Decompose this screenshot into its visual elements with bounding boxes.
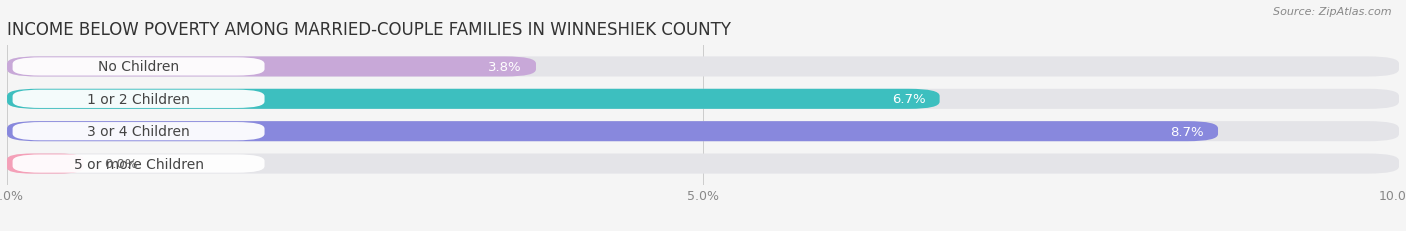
- Text: 3 or 4 Children: 3 or 4 Children: [87, 125, 190, 139]
- FancyBboxPatch shape: [7, 122, 1399, 142]
- Text: No Children: No Children: [98, 60, 179, 74]
- FancyBboxPatch shape: [7, 57, 536, 77]
- Text: 1 or 2 Children: 1 or 2 Children: [87, 92, 190, 106]
- Text: 0.0%: 0.0%: [104, 157, 138, 170]
- FancyBboxPatch shape: [7, 122, 1218, 142]
- FancyBboxPatch shape: [7, 89, 1399, 109]
- FancyBboxPatch shape: [13, 58, 264, 76]
- FancyBboxPatch shape: [13, 90, 264, 109]
- Text: 5 or more Children: 5 or more Children: [73, 157, 204, 171]
- FancyBboxPatch shape: [7, 154, 1399, 174]
- Text: 6.7%: 6.7%: [891, 93, 925, 106]
- Text: 3.8%: 3.8%: [488, 61, 522, 74]
- FancyBboxPatch shape: [7, 154, 83, 174]
- FancyBboxPatch shape: [7, 89, 939, 109]
- FancyBboxPatch shape: [13, 155, 264, 173]
- Text: INCOME BELOW POVERTY AMONG MARRIED-COUPLE FAMILIES IN WINNESHIEK COUNTY: INCOME BELOW POVERTY AMONG MARRIED-COUPL…: [7, 21, 731, 39]
- Text: Source: ZipAtlas.com: Source: ZipAtlas.com: [1274, 7, 1392, 17]
- FancyBboxPatch shape: [13, 122, 264, 141]
- FancyBboxPatch shape: [7, 57, 1399, 77]
- Text: 8.7%: 8.7%: [1170, 125, 1204, 138]
